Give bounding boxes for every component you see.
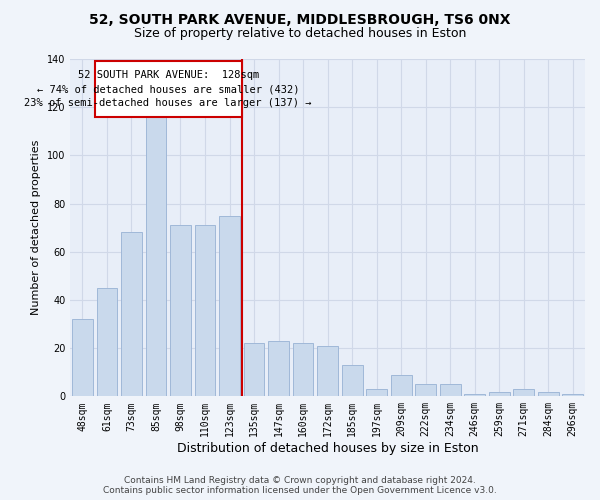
Bar: [194, 226, 215, 396]
Text: Contains HM Land Registry data © Crown copyright and database right 2024.
Contai: Contains HM Land Registry data © Crown c…: [103, 476, 497, 495]
Bar: [538, 392, 559, 396]
Bar: [415, 384, 436, 396]
X-axis label: Distribution of detached houses by size in Eston: Distribution of detached houses by size …: [177, 442, 478, 455]
Bar: [366, 389, 387, 396]
Text: 52, SOUTH PARK AVENUE, MIDDLESBROUGH, TS6 0NX: 52, SOUTH PARK AVENUE, MIDDLESBROUGH, TS…: [89, 12, 511, 26]
Bar: [440, 384, 461, 396]
Bar: [146, 112, 166, 397]
Bar: [489, 392, 509, 396]
Text: 23% of semi-detached houses are larger (137) →: 23% of semi-detached houses are larger (…: [25, 98, 312, 108]
Bar: [268, 341, 289, 396]
Bar: [121, 232, 142, 396]
Bar: [244, 344, 265, 396]
Bar: [562, 394, 583, 396]
Text: 52 SOUTH PARK AVENUE:  128sqm: 52 SOUTH PARK AVENUE: 128sqm: [77, 70, 259, 81]
Text: ← 74% of detached houses are smaller (432): ← 74% of detached houses are smaller (43…: [37, 84, 299, 94]
Y-axis label: Number of detached properties: Number of detached properties: [31, 140, 41, 316]
Bar: [97, 288, 118, 397]
Bar: [317, 346, 338, 397]
Bar: [72, 319, 93, 396]
Bar: [513, 389, 534, 396]
Bar: [341, 365, 362, 396]
Bar: [293, 344, 313, 396]
Bar: [170, 226, 191, 396]
FancyBboxPatch shape: [95, 62, 242, 117]
Bar: [391, 374, 412, 396]
Bar: [464, 394, 485, 396]
Bar: [219, 216, 240, 396]
Text: Size of property relative to detached houses in Eston: Size of property relative to detached ho…: [134, 28, 466, 40]
